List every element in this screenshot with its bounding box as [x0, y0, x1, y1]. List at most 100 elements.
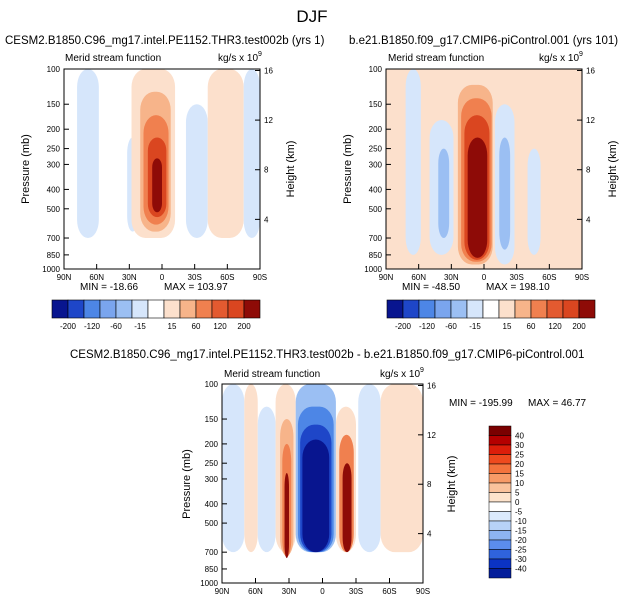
y-tick-label: 250 — [47, 145, 61, 154]
colorbar-label: -15 — [515, 527, 527, 536]
y-tick-label: 200 — [47, 125, 61, 134]
colorbar-swatch — [562, 299, 580, 319]
y-tick-label: 400 — [47, 185, 61, 194]
colorbar-swatch — [488, 444, 512, 455]
contour-cell — [284, 472, 289, 559]
y-tick-right-label: 4 — [264, 215, 269, 224]
y-tick-label: 1000 — [42, 265, 60, 274]
contour-cell — [185, 104, 208, 239]
colorbar-swatch — [488, 520, 512, 531]
x-tick-label: 60N — [411, 273, 426, 282]
colorbar-label: 20 — [515, 460, 524, 469]
colorbar-swatch — [115, 299, 133, 319]
panel-3-plot: 90N 60N 30N 0 30S 60S 90S 100 150 200 250 300 400 500… — [200, 380, 436, 596]
contour-cell — [207, 69, 244, 239]
panel-3-title: CESM2.B1850.C96_mg17.intel.PE1152.THR3.t… — [70, 349, 584, 361]
y-tick-label: 150 — [47, 100, 61, 109]
y-tick-label: 200 — [369, 125, 383, 134]
colorbar-label: -60 — [110, 322, 122, 331]
contour-cell — [499, 137, 511, 250]
colorbar-label: -200 — [60, 322, 77, 331]
x-tick-label: 30S — [188, 273, 202, 282]
colorbar-swatch — [466, 299, 484, 319]
colorbar-swatch — [514, 299, 532, 319]
panel-3-min: MIN = -195.99 — [449, 398, 513, 409]
colorbar-swatch — [67, 299, 85, 319]
colorbar-swatch — [530, 299, 548, 319]
colorbar-swatch — [498, 299, 516, 319]
y-tick-right-label: 4 — [586, 215, 591, 224]
x-tick-label: 30N — [444, 273, 459, 282]
y-tick-label: 400 — [369, 185, 383, 194]
colorbar-swatch — [488, 473, 512, 484]
contour-cell — [405, 69, 421, 255]
panel-2-ylabel: Pressure (mb) — [342, 134, 354, 204]
colorbar-swatch — [482, 299, 500, 319]
colorbar-swatch — [195, 299, 213, 319]
y-tick-label: 1000 — [200, 579, 218, 588]
contour-cell — [342, 463, 352, 553]
x-tick-label: 30S — [349, 587, 363, 596]
y-tick-right-label: 8 — [264, 166, 269, 175]
colorbar-swatch — [83, 299, 101, 319]
panel-2-max: MAX = 198.10 — [486, 282, 550, 293]
panel-3-units: kg/s x 109 — [380, 367, 424, 380]
panel-3-max: MAX = 46.77 — [528, 398, 587, 409]
panel-2: b.e21.B1850.f09_g17.CMIP6-piControl.001 … — [342, 35, 619, 331]
colorbar-label: -15 — [469, 322, 481, 331]
colorbar-swatch — [578, 299, 596, 319]
colorbar-label: 60 — [527, 322, 536, 331]
y-tick-label: 700 — [369, 234, 383, 243]
x-tick-label: 90S — [575, 273, 589, 282]
colorbar-label: -15 — [134, 322, 146, 331]
colorbar-label: 40 — [515, 432, 524, 441]
panel-3: CESM2.B1850.C96_mg17.intel.PE1152.THR3.t… — [70, 349, 587, 596]
colorbar-swatch — [211, 299, 229, 319]
contour-cell — [467, 137, 488, 258]
y-tick-label: 500 — [369, 205, 383, 214]
x-tick-label: 60S — [542, 273, 556, 282]
x-tick-label: 90N — [57, 273, 72, 282]
x-tick-label: 0 — [160, 273, 165, 282]
y-tick-right-label: 12 — [264, 116, 273, 125]
contour-cell — [77, 69, 99, 239]
y-tick-label: 100 — [47, 65, 61, 74]
colorbar-swatch — [386, 299, 404, 319]
colorbar-label: -60 — [445, 322, 457, 331]
y-tick-label: 400 — [205, 500, 219, 509]
colorbar-swatch — [402, 299, 420, 319]
colorbar-swatch — [488, 539, 512, 550]
x-tick-label: 60S — [220, 273, 234, 282]
x-tick-label: 30N — [122, 273, 137, 282]
colorbar-swatch — [179, 299, 197, 319]
colorbar-label: 0 — [515, 498, 520, 507]
y-tick-label: 850 — [369, 251, 383, 260]
colorbar-label: 15 — [515, 470, 524, 479]
panel-2-min: MIN = -48.50 — [402, 282, 461, 293]
panel-2-title: b.e21.B1850.f09_g17.CMIP6-piControl.001 … — [349, 35, 618, 47]
panel-1-colorbar: -200 -120 -60 -15 15 60 120 200 — [51, 299, 261, 331]
contour-cell — [543, 69, 577, 255]
y-tick-label: 250 — [369, 145, 383, 154]
x-tick-label: 60N — [248, 587, 263, 596]
colorbar-swatch — [488, 549, 512, 560]
colorbar-label: 5 — [515, 489, 520, 498]
figure-title: DJF — [296, 7, 327, 26]
x-tick-label: 90N — [379, 273, 394, 282]
x-tick-label: 90S — [416, 587, 430, 596]
panel-1-max: MAX = 103.97 — [164, 282, 228, 293]
colorbar-label: -25 — [515, 546, 527, 555]
colorbar-swatch — [546, 299, 564, 319]
panel-1-units: kg/s x 109 — [218, 51, 262, 64]
contour-cell — [302, 439, 330, 553]
y-tick-label: 100 — [205, 380, 219, 389]
panel-1-subtitle: Merid stream function — [65, 53, 161, 64]
x-tick-label: 30N — [282, 587, 297, 596]
panel-1-ylabel: Pressure (mb) — [20, 134, 32, 204]
contour-cell — [380, 384, 423, 553]
colorbar-swatch — [488, 530, 512, 541]
y-tick-right-label: 16 — [264, 66, 273, 75]
y-tick-label: 300 — [369, 160, 383, 169]
x-tick-label: 0 — [482, 273, 487, 282]
